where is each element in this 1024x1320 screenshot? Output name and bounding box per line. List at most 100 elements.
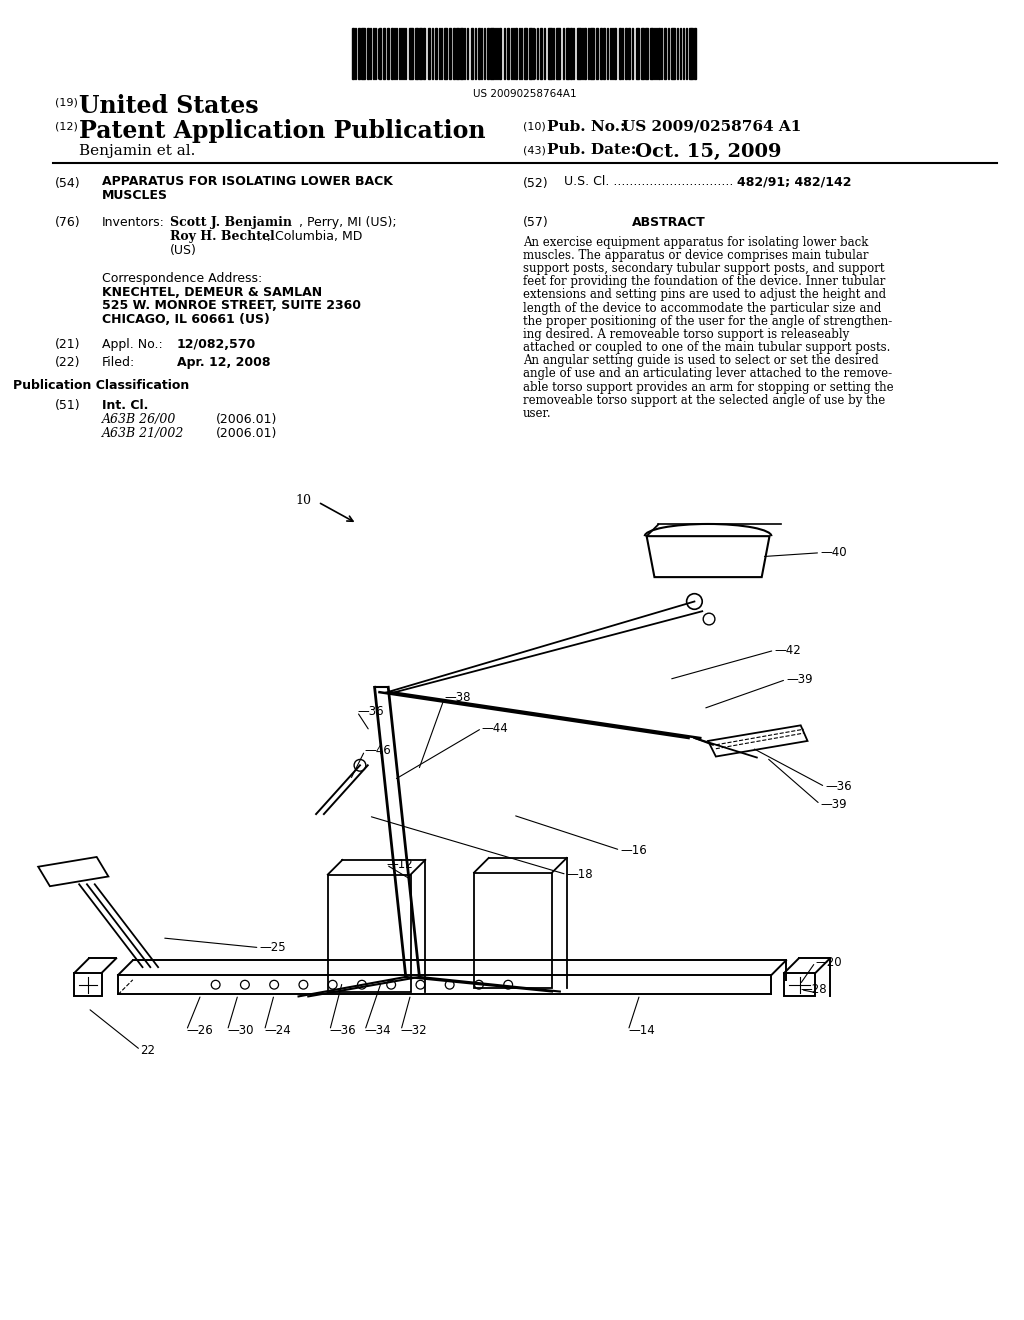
Text: (12): (12) [54, 121, 78, 132]
Text: Correspondence Address:: Correspondence Address: [101, 272, 262, 285]
Bar [628, 28, 630, 79]
Bar [603, 28, 605, 79]
Bar [524, 28, 526, 79]
Text: (76): (76) [54, 216, 80, 230]
Text: , Perry, MI (US);: , Perry, MI (US); [299, 216, 396, 230]
Text: (21): (21) [54, 338, 80, 351]
Text: user.: user. [523, 407, 552, 420]
Text: United States: United States [79, 95, 259, 119]
Text: —39: —39 [786, 673, 813, 686]
Text: length of the device to accommodate the particular size and: length of the device to accommodate the … [523, 302, 882, 314]
Text: Pub. No.:: Pub. No.: [547, 120, 626, 133]
Text: (22): (22) [54, 356, 80, 368]
Text: attached or coupled to one of the main tubular support posts.: attached or coupled to one of the main t… [523, 341, 890, 354]
Text: (52): (52) [523, 177, 549, 190]
Bar [671, 28, 675, 79]
Text: —18: —18 [566, 869, 593, 880]
Bar [358, 28, 360, 79]
Text: —36: —36 [825, 780, 852, 793]
Text: —20: —20 [815, 956, 842, 969]
Text: Scott J. Benjamin: Scott J. Benjamin [170, 216, 292, 230]
Text: Patent Application Publication: Patent Application Publication [79, 119, 485, 143]
Bar [457, 28, 460, 79]
Bar [565, 28, 568, 79]
Bar [569, 28, 571, 79]
Text: APPARATUS FOR ISOLATING LOWER BACK: APPARATUS FOR ISOLATING LOWER BACK [101, 176, 392, 189]
Text: 12/082,570: 12/082,570 [177, 338, 256, 351]
Text: extensions and setting pins are used to adjust the height and: extensions and setting pins are used to … [523, 289, 886, 301]
Text: —39: —39 [820, 797, 847, 810]
Bar [75, 973, 101, 997]
Text: (2006.01): (2006.01) [216, 413, 278, 426]
Bar [461, 28, 463, 79]
Text: —28: —28 [801, 983, 827, 997]
Bar [453, 28, 455, 79]
Text: US 2009/0258764 A1: US 2009/0258764 A1 [623, 120, 802, 133]
Bar [391, 28, 393, 79]
Bar [600, 28, 602, 79]
Text: 482/91; 482/142: 482/91; 482/142 [737, 176, 852, 189]
Text: 525 W. MONROE STREET, SUITE 2360: 525 W. MONROE STREET, SUITE 2360 [101, 300, 360, 313]
Text: —30: —30 [227, 1024, 254, 1038]
Bar [596, 28, 598, 79]
Bar [449, 28, 451, 79]
Text: ABSTRACT: ABSTRACT [632, 216, 706, 230]
Bar [620, 28, 622, 79]
Text: —25: —25 [259, 941, 286, 954]
Text: MUSCLES: MUSCLES [101, 189, 168, 202]
Text: 22: 22 [140, 1044, 156, 1056]
Bar [515, 28, 517, 79]
Bar [688, 28, 690, 79]
Text: (54): (54) [54, 177, 80, 190]
Text: —14: —14 [628, 1024, 655, 1038]
Bar [590, 28, 594, 79]
Text: —26: —26 [186, 1024, 213, 1038]
Bar [383, 28, 385, 79]
Bar [626, 28, 627, 79]
Text: —36: —36 [330, 1024, 356, 1038]
Text: US 20090258764A1: US 20090258764A1 [473, 88, 577, 99]
Text: CHICAGO, IL 60661 (US): CHICAGO, IL 60661 (US) [101, 313, 269, 326]
Text: (US): (US) [170, 244, 197, 256]
Text: (57): (57) [523, 216, 549, 230]
Bar [352, 28, 354, 79]
Text: Pub. Date:: Pub. Date: [547, 143, 637, 157]
Bar [645, 28, 647, 79]
Text: KNECHTEL, DEMEUR & SAMLAN: KNECHTEL, DEMEUR & SAMLAN [101, 285, 322, 298]
Bar [500, 28, 502, 79]
Bar [541, 28, 543, 79]
Text: A63B 21/002: A63B 21/002 [101, 426, 184, 440]
Text: feet for providing the foundation of the device. Inner tubular: feet for providing the foundation of the… [523, 276, 885, 288]
Bar [435, 28, 437, 79]
Text: —36: —36 [357, 705, 384, 718]
Bar [548, 28, 552, 79]
Bar [636, 28, 639, 79]
Text: Benjamin et al.: Benjamin et al. [79, 144, 196, 158]
Text: (10): (10) [523, 121, 546, 132]
Bar [658, 28, 660, 79]
Text: —44: —44 [482, 722, 509, 735]
Text: (51): (51) [54, 399, 80, 412]
Text: removeable torso support at the selected angle of use by the: removeable torso support at the selected… [523, 393, 885, 407]
Text: U.S. Cl. ..............................: U.S. Cl. .............................. [564, 176, 733, 189]
Text: ing desired. A removeable torso support is releaseably: ing desired. A removeable torso support … [523, 327, 849, 341]
Text: Int. Cl.: Int. Cl. [101, 399, 147, 412]
Text: the proper positioning of the user for the angle of strengthen-: the proper positioning of the user for t… [523, 314, 892, 327]
Bar [691, 28, 693, 79]
Bar [611, 28, 613, 79]
Text: —42: —42 [774, 644, 801, 657]
Bar [420, 28, 422, 79]
Text: —46: —46 [365, 744, 391, 758]
Text: An exercise equipment apparatus for isolating lower back: An exercise equipment apparatus for isol… [523, 236, 868, 249]
Bar [572, 28, 574, 79]
Text: (2006.01): (2006.01) [216, 426, 278, 440]
Text: Inventors:: Inventors: [101, 216, 165, 230]
Text: An angular setting guide is used to select or set the desired: An angular setting guide is used to sele… [523, 354, 879, 367]
Text: A63B 26/00: A63B 26/00 [101, 413, 176, 426]
Text: able torso support provides an arm for stopping or setting the: able torso support provides an arm for s… [523, 380, 893, 393]
Text: (19): (19) [54, 98, 78, 107]
Bar [614, 28, 616, 79]
Bar [694, 28, 696, 79]
Text: Publication Classification: Publication Classification [13, 379, 189, 392]
Bar [649, 28, 653, 79]
